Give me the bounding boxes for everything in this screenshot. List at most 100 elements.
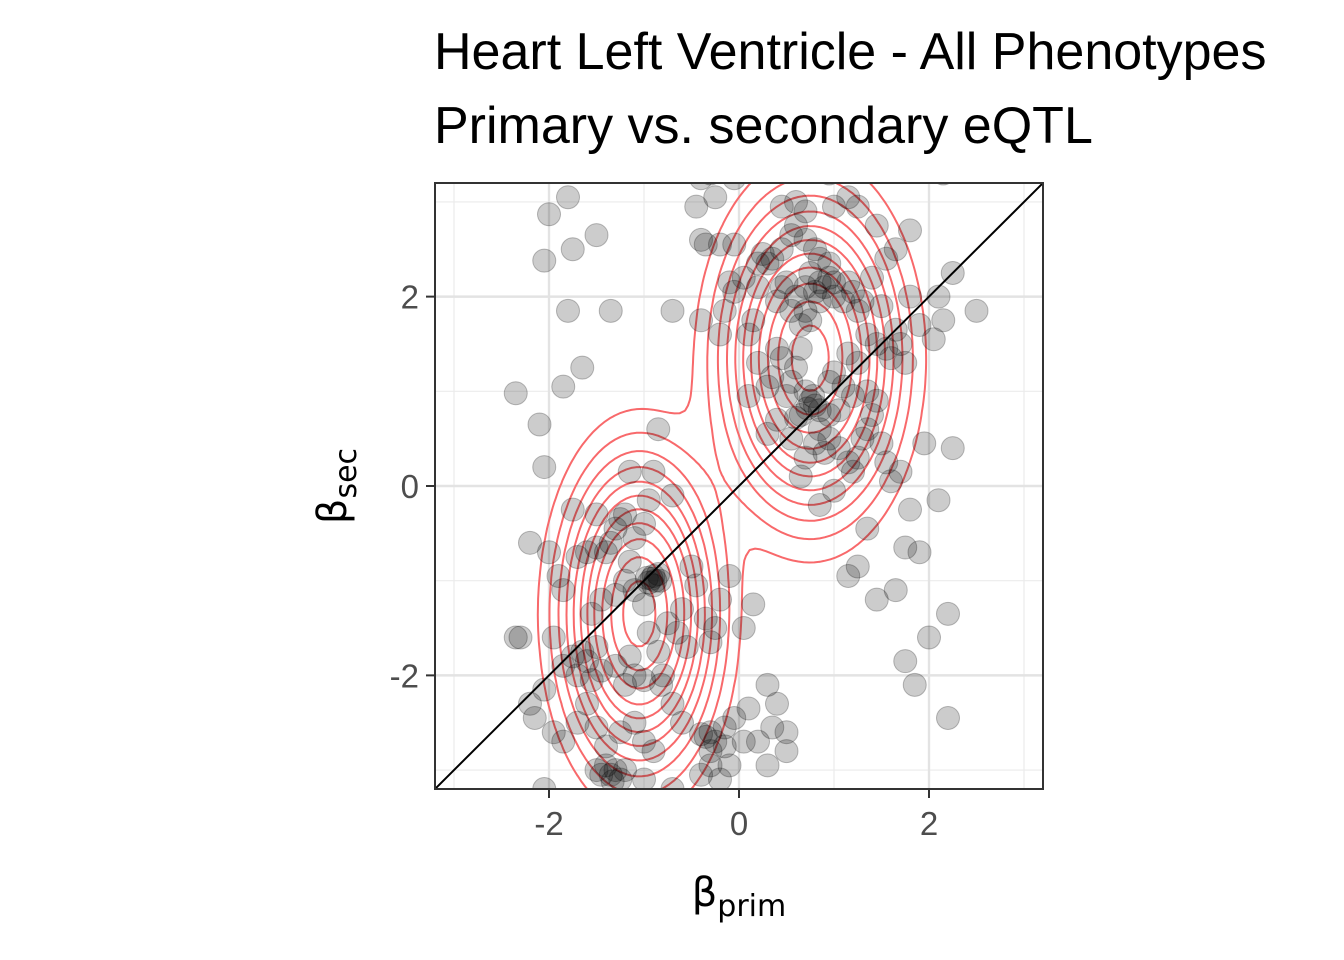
data-point (632, 729, 656, 754)
data-point (594, 734, 618, 759)
data-point (703, 183, 718, 186)
data-point (917, 625, 941, 650)
data-point (774, 720, 799, 745)
data-point (798, 260, 823, 285)
data-point (503, 381, 528, 406)
data-point (817, 426, 842, 451)
identity-line-layer (435, 183, 1043, 789)
data-point (774, 739, 799, 764)
data-point (822, 360, 846, 385)
data-point (649, 672, 674, 697)
data-point (793, 445, 818, 470)
data-point (598, 530, 623, 555)
data-point (560, 497, 585, 522)
data-point (912, 431, 937, 456)
contour-line (572, 225, 887, 747)
data-point (964, 298, 989, 323)
data-point (750, 242, 775, 267)
data-point (931, 308, 956, 333)
data-point (926, 488, 951, 513)
data-point (584, 535, 609, 560)
data-point (589, 587, 614, 612)
data-point (869, 431, 894, 456)
x-tick-label: 2 (920, 805, 938, 842)
data-point (779, 369, 804, 394)
data-point (603, 758, 628, 783)
data-point (798, 308, 823, 333)
data-point (613, 502, 637, 527)
data-point (660, 298, 685, 323)
data-point (532, 455, 557, 480)
data-point (864, 587, 889, 612)
data-point (698, 720, 723, 745)
data-point (622, 526, 647, 551)
data-point (703, 185, 728, 210)
data-point (532, 677, 557, 702)
data-point (779, 298, 804, 323)
data-point (689, 227, 713, 252)
data-point (712, 298, 737, 323)
data-point (769, 194, 794, 219)
data-point (926, 284, 951, 309)
data-point (746, 275, 770, 300)
data-point (603, 653, 628, 678)
data-point (812, 440, 837, 465)
data-point (703, 729, 728, 754)
data-point (788, 402, 813, 427)
data-point (641, 563, 666, 588)
data-point (556, 298, 580, 323)
data-point (527, 412, 552, 437)
data-point (589, 658, 614, 683)
data-point (746, 350, 770, 375)
data-point (793, 379, 818, 404)
data-point (779, 223, 804, 248)
data-point (888, 459, 913, 484)
data-point (670, 597, 694, 622)
data-point (765, 289, 789, 314)
data-point (689, 308, 713, 333)
data-point (831, 289, 856, 314)
data-point (565, 545, 590, 570)
data-point (893, 350, 918, 375)
data-point (779, 426, 804, 451)
data-point (608, 720, 633, 745)
data-point (641, 459, 666, 484)
contour-line (536, 183, 928, 789)
data-point (822, 270, 846, 295)
data-point (608, 767, 633, 789)
data-point (741, 308, 766, 333)
data-point (684, 194, 709, 219)
data-point (769, 275, 794, 300)
data-point (907, 313, 932, 338)
data-point (579, 601, 604, 626)
data-point (608, 507, 633, 532)
data-point (632, 511, 656, 536)
data-point (784, 284, 808, 309)
data-point (807, 246, 832, 271)
data-point (560, 644, 585, 669)
data-point (817, 402, 842, 427)
data-point (617, 644, 642, 669)
data-point (636, 570, 661, 595)
data-point (717, 563, 742, 588)
data-point (845, 350, 870, 375)
data-point (660, 483, 685, 508)
data-point (639, 566, 664, 591)
y-tick-label: -2 (390, 657, 419, 694)
data-point (803, 393, 827, 418)
data-point (722, 705, 747, 730)
data-point (812, 275, 837, 300)
data-point (864, 331, 889, 356)
data-point (622, 710, 647, 735)
data-point (613, 758, 637, 783)
data-point (613, 672, 637, 697)
data-point (698, 630, 723, 655)
data-point (769, 346, 794, 371)
data-point (679, 554, 704, 579)
identity-line (435, 183, 1043, 789)
data-point (689, 722, 713, 747)
chart-title: Heart Left Ventricle - All Phenotypes (434, 23, 1267, 81)
data-point (850, 289, 875, 314)
data-point (936, 601, 960, 626)
data-point (648, 568, 673, 593)
